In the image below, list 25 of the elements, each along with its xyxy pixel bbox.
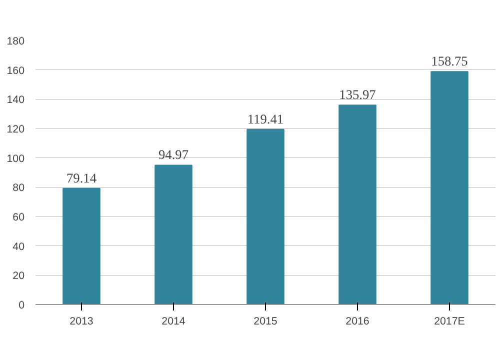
y-tick-label: 80 <box>12 182 25 194</box>
x-tick-label: 2013 <box>70 316 94 328</box>
y-tick-label: 180 <box>6 36 25 48</box>
y-tick-label: 0 <box>18 300 25 312</box>
bar <box>338 104 376 304</box>
bar <box>62 188 100 304</box>
x-tick-label: 2017E <box>434 316 465 328</box>
data-label: 94.97 <box>158 147 189 162</box>
y-tick-label: 160 <box>6 64 25 77</box>
data-label: 158.75 <box>431 54 468 69</box>
x-tick-label: 2015 <box>254 316 278 328</box>
y-tick-label: 140 <box>6 94 25 106</box>
y-tick-label: 20 <box>12 270 25 282</box>
bar <box>246 128 284 304</box>
data-label: 135.97 <box>339 87 376 102</box>
y-tick-label: 100 <box>6 152 25 165</box>
y-tick-label: 120 <box>6 124 25 136</box>
bar <box>430 71 468 304</box>
bar <box>154 164 192 304</box>
x-tick-label: 2014 <box>162 316 186 328</box>
x-tick-label: 2016 <box>346 316 370 328</box>
data-label: 119.41 <box>247 111 284 126</box>
data-label: 79.14 <box>66 170 97 186</box>
y-tick-label: 60 <box>12 212 25 224</box>
y-tick-label: 40 <box>12 240 25 253</box>
